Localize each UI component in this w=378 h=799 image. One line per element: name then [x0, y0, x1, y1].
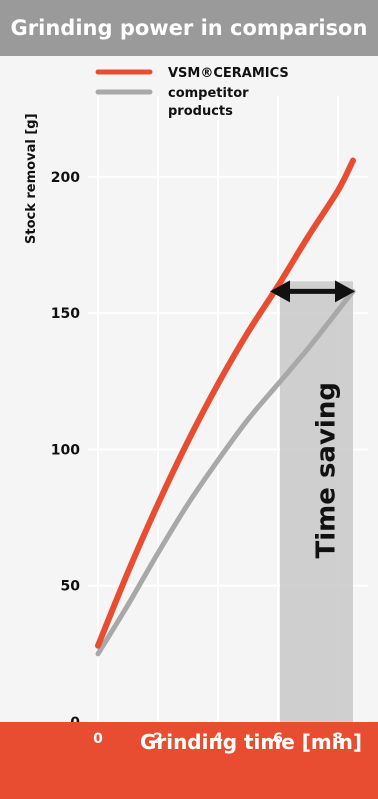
x-tick-label-0: 0: [93, 731, 103, 747]
arrow-head-right: [335, 280, 355, 303]
time-saving-label: Time saving: [312, 382, 342, 558]
chart: Time saving 050100150200 VSM®CERAMICScom…: [24, 66, 368, 731]
time-saving-shade: [280, 281, 353, 722]
y-tick-label-100: 100: [51, 442, 80, 458]
chart-title: Grinding power in comparison: [10, 16, 368, 40]
legend: VSM®CERAMICS competitor products: [95, 66, 289, 119]
x-tick-label-6: 6: [273, 731, 283, 747]
x-tick-label-8: 8: [333, 731, 343, 747]
y-tick-label-50: 50: [61, 579, 81, 595]
y-tick-label-200: 200: [51, 170, 80, 186]
legend-label-1: competitor products: [168, 86, 249, 119]
time-saving-region: [280, 281, 353, 722]
arrow-head-left: [270, 280, 290, 303]
time-saving-annotation: Time saving: [270, 280, 355, 558]
x-tick-label-2: 2: [153, 731, 163, 747]
series-line-0: [95, 157, 356, 649]
y-axis-label: Stock removal [g]: [24, 113, 39, 244]
series-lines: [95, 157, 356, 657]
x-tick-labels: 0 2 4 6 8: [93, 731, 343, 747]
y-tick-labels: 050100150200: [51, 170, 80, 731]
y-tick-label-150: 150: [51, 306, 80, 322]
series-line-1: [95, 288, 356, 657]
x-axis-label: Grinding time [min]: [139, 730, 362, 754]
legend-label-0: VSM®CERAMICS: [168, 66, 289, 81]
x-axis-bar: 0 2 4 6 8: [0, 722, 378, 799]
title-bar: Grinding power in comparison: [0, 0, 378, 56]
x-tick-label-4: 4: [213, 731, 223, 747]
